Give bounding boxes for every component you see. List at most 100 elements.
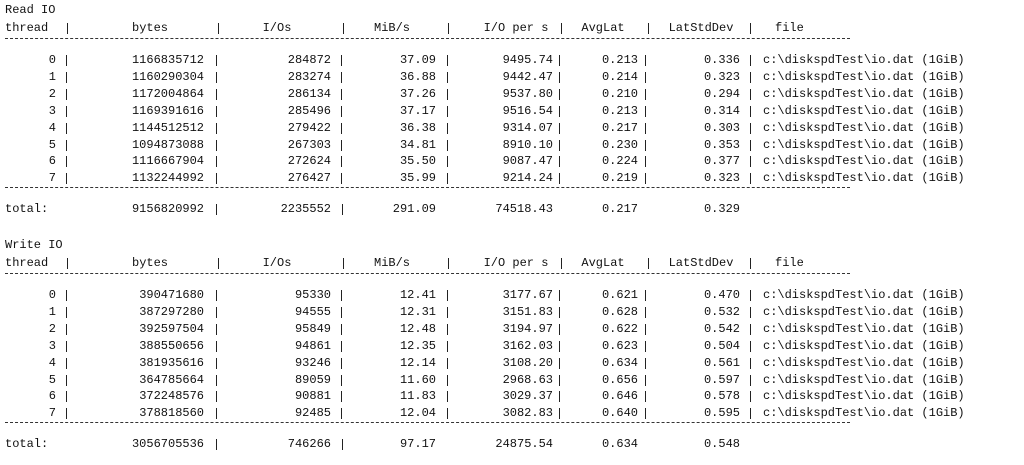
column-separator	[448, 23, 449, 34]
file-cell: c:\diskspdTest\io.dat (1GiB)	[763, 69, 965, 84]
column-separator	[341, 88, 342, 100]
column-separator	[447, 323, 448, 335]
data-cell: 9537.80	[502, 86, 553, 101]
data-cell: 0.377	[703, 154, 740, 169]
data-cell: 4	[48, 120, 56, 135]
data-cell: 0.230	[601, 137, 638, 152]
data-cell: 34.81	[399, 137, 436, 152]
data-cell: 3162.03	[502, 338, 553, 353]
section-title: Read IO	[5, 3, 56, 17]
column-header: bytes	[131, 21, 169, 35]
column-header: MiB/s	[373, 21, 411, 35]
column-separator	[341, 357, 342, 369]
column-separator	[216, 204, 217, 216]
column-separator	[750, 357, 751, 369]
data-cell: 3029.37	[502, 389, 553, 404]
data-cell: 2	[48, 321, 56, 336]
column-separator	[341, 374, 342, 386]
column-header: file	[775, 21, 804, 35]
column-separator	[645, 105, 646, 117]
data-cell: 36.88	[399, 69, 436, 84]
column-header: thread	[5, 256, 49, 270]
data-cell: 1094873088	[131, 137, 204, 152]
column-separator	[67, 258, 68, 269]
data-cell: 12.48	[399, 321, 436, 336]
column-separator	[66, 139, 67, 151]
data-cell: 390471680	[139, 288, 204, 302]
column-separator	[341, 71, 342, 83]
data-cell: 0.532	[703, 304, 740, 319]
data-cell: 2968.63	[502, 372, 553, 387]
column-header: file	[775, 256, 804, 270]
file-cell: c:\diskspdTest\io.dat (1GiB)	[763, 304, 965, 319]
file-cell: c:\diskspdTest\io.dat (1GiB)	[763, 338, 965, 353]
column-separator	[66, 173, 67, 185]
data-cell: 0.623	[601, 338, 638, 353]
data-cell: 92485	[294, 406, 331, 421]
data-cell: 9442.47	[502, 69, 553, 84]
column-separator	[343, 258, 344, 269]
column-separator	[342, 204, 343, 216]
data-cell: 1132244992	[131, 171, 204, 186]
column-header: I/Os	[262, 21, 292, 35]
column-separator	[216, 391, 217, 403]
column-separator	[645, 139, 646, 151]
data-cell: 0.353	[703, 137, 740, 152]
column-separator	[447, 290, 448, 301]
data-cell: 364785664	[139, 372, 204, 387]
column-separator	[66, 105, 67, 117]
data-cell: 0.595	[703, 406, 740, 421]
data-cell: 12.04	[399, 406, 436, 421]
column-separator	[216, 105, 217, 117]
column-separator	[66, 88, 67, 100]
data-cell: 0.224	[601, 154, 638, 169]
column-separator	[66, 55, 67, 66]
column-separator	[645, 408, 646, 420]
data-cell: 5	[48, 137, 56, 152]
data-cell: 276427	[287, 171, 331, 186]
data-cell: 0.470	[703, 288, 740, 302]
column-separator	[447, 55, 448, 66]
data-cell: 9214.24	[502, 171, 553, 186]
data-cell: 7	[48, 406, 56, 421]
column-header: I/O per s	[483, 256, 549, 270]
column-separator	[447, 391, 448, 403]
data-cell: 93246	[294, 355, 331, 370]
total-cell: 2235552	[280, 202, 331, 217]
data-cell: 94861	[294, 338, 331, 353]
column-separator	[648, 258, 649, 269]
dashed-rule	[5, 187, 850, 189]
column-separator	[216, 173, 217, 185]
column-separator	[750, 105, 751, 117]
file-cell: c:\diskspdTest\io.dat (1GiB)	[763, 86, 965, 101]
data-cell: 1172004864	[131, 86, 204, 101]
total-cell: 0.217	[601, 202, 638, 217]
file-cell: c:\diskspdTest\io.dat (1GiB)	[763, 372, 965, 387]
column-separator	[66, 374, 67, 386]
column-separator	[645, 88, 646, 100]
file-cell: c:\diskspdTest\io.dat (1GiB)	[763, 171, 965, 186]
data-cell: 11.60	[399, 372, 436, 387]
data-cell: 9495.74	[502, 53, 553, 67]
column-separator	[559, 408, 560, 420]
data-cell: 3151.83	[502, 304, 553, 319]
section-title: Write IO	[5, 238, 63, 252]
data-cell: 36.38	[399, 120, 436, 135]
data-cell: 0.646	[601, 389, 638, 404]
file-cell: c:\diskspdTest\io.dat (1GiB)	[763, 406, 965, 421]
column-separator	[66, 408, 67, 420]
column-separator	[750, 408, 751, 420]
file-cell: c:\diskspdTest\io.dat (1GiB)	[763, 137, 965, 152]
data-cell: 37.09	[399, 53, 436, 67]
total-cell: 0.548	[703, 437, 740, 452]
column-separator	[447, 306, 448, 318]
total-cell: 291.09	[392, 202, 436, 217]
data-cell: 378818560	[139, 406, 204, 421]
data-cell: 37.26	[399, 86, 436, 101]
column-separator	[750, 306, 751, 318]
column-separator	[645, 306, 646, 318]
column-separator	[341, 323, 342, 335]
column-separator	[216, 340, 217, 352]
data-cell: 0.634	[601, 355, 638, 370]
data-cell: 0.294	[703, 86, 740, 101]
